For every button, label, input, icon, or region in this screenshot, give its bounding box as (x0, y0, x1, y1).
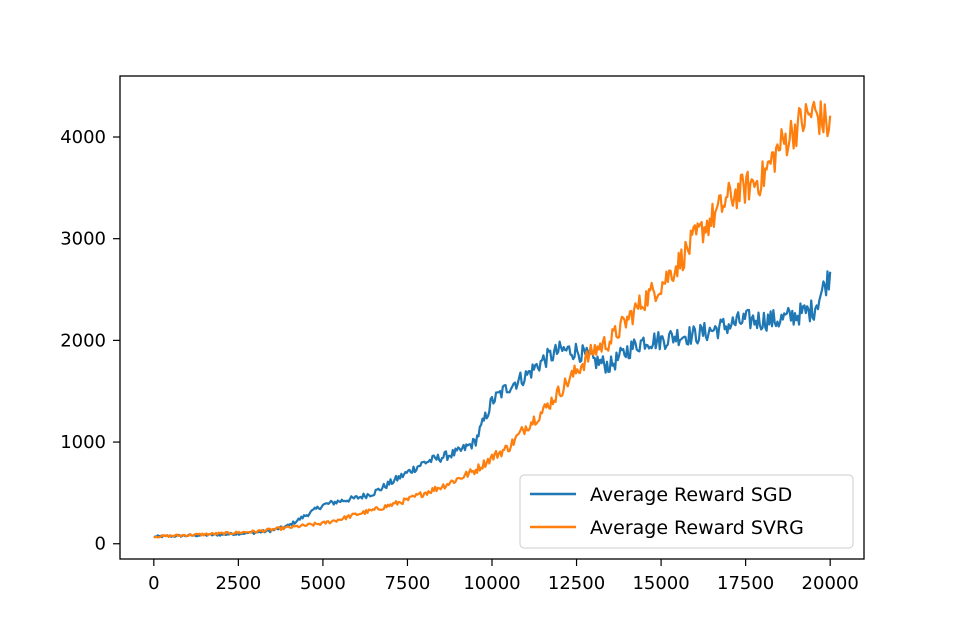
x-tick-label: 5000 (300, 573, 346, 594)
legend-box (519, 474, 854, 549)
x-tick-label: 0 (148, 573, 159, 594)
x-tick-label: 20000 (802, 573, 859, 594)
y-axis: 0 1000 2000 3000 4000 (60, 127, 120, 555)
y-tick-label: 4000 (60, 127, 106, 148)
x-tick-label: 10000 (463, 573, 520, 594)
legend-label: Average Reward SVRG (590, 517, 804, 539)
legend-label: Average Reward SGD (590, 484, 792, 506)
x-tick-label: 12500 (548, 573, 605, 594)
x-tick-label: 2500 (215, 573, 261, 594)
x-tick-label: 15000 (632, 573, 689, 594)
x-tick-label: 17500 (717, 573, 774, 594)
y-tick-label: 1000 (60, 432, 106, 453)
y-tick-label: 2000 (60, 330, 106, 351)
series-line-svrg (153, 100, 832, 539)
x-tick-label: 7500 (385, 573, 431, 594)
x-axis: 0 2500 5000 7500 10000 12500 15000 17500 20000 (148, 559, 859, 594)
y-tick-label: 0 (95, 534, 106, 555)
y-tick-label: 3000 (60, 229, 106, 250)
legend: Average Reward SGD Average Reward SVRG (519, 474, 854, 549)
